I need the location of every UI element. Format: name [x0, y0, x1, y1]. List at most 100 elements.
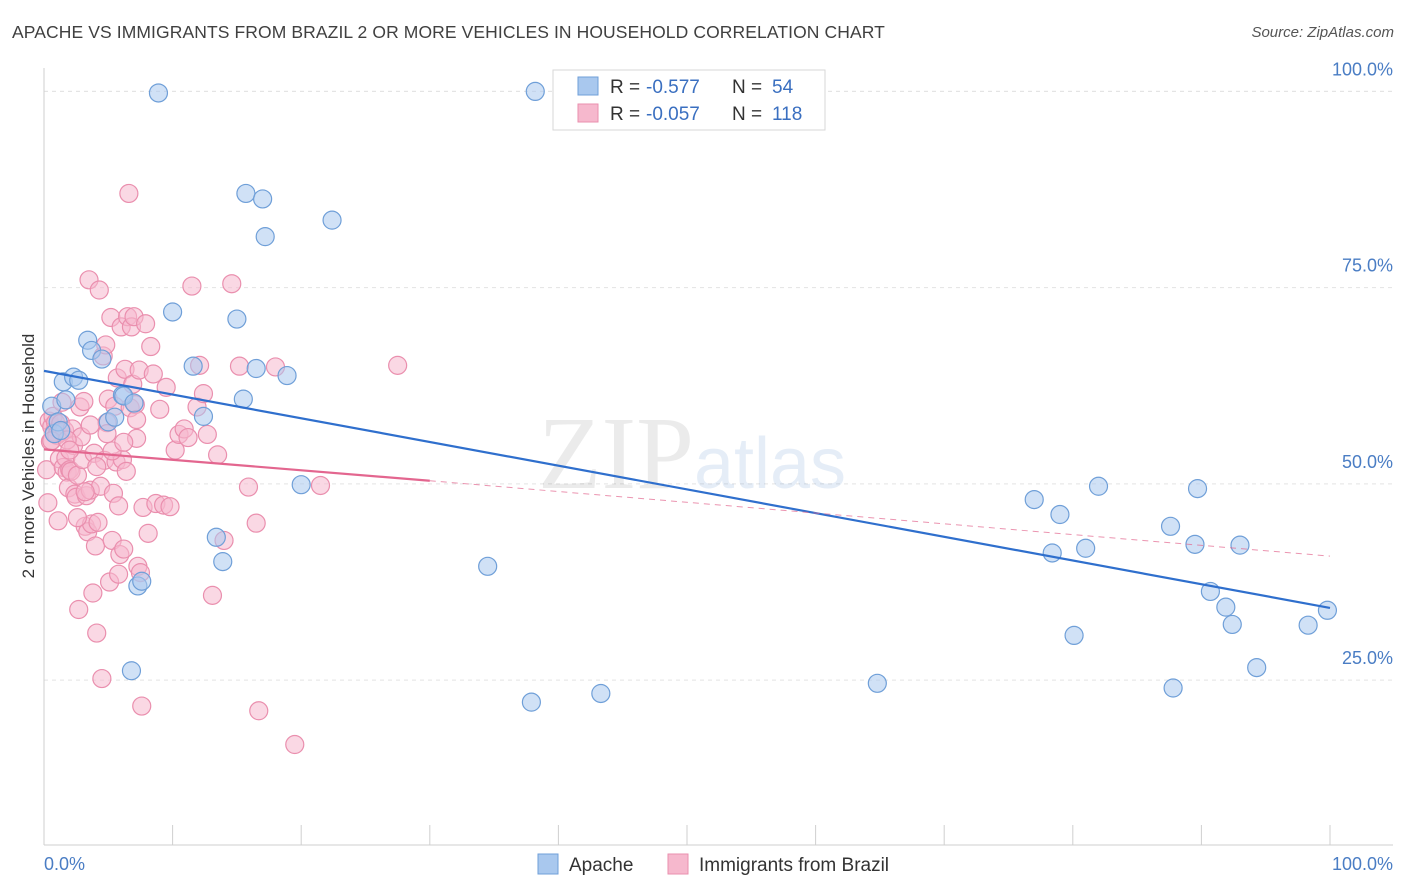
- apache-point: [1042, 543, 1062, 563]
- legend-n-label-2: N =: [732, 104, 762, 125]
- y-tick-labels: 25.0% 50.0% 75.0% 100.0%: [1332, 59, 1393, 668]
- apache-point: [56, 390, 76, 410]
- apache-point: [206, 527, 226, 547]
- brazil-point: [285, 734, 305, 755]
- legend-n-brazil: 118: [772, 104, 802, 125]
- apache-point: [193, 406, 214, 426]
- apache-point: [277, 365, 297, 386]
- bottom-legend-brazil-swatch: [667, 853, 689, 875]
- apache-point: [1230, 535, 1250, 555]
- series-legend: Apache Immigrants from Brazil: [537, 853, 889, 876]
- trend-lines: [43, 369, 1331, 610]
- brazil-point: [83, 583, 103, 603]
- brazil-point: [141, 336, 161, 357]
- x-tick-labels: 0.0% 100.0%: [44, 854, 1393, 874]
- chart-title: APACHE VS IMMIGRANTS FROM BRAZIL 2 OR MO…: [12, 22, 885, 42]
- apache-point: [51, 420, 71, 441]
- source-label: Source: ZipAtlas.com: [1251, 24, 1394, 41]
- apache-point: [1187, 479, 1208, 499]
- apache-point: [1247, 657, 1267, 678]
- apache-point: [69, 370, 89, 390]
- brazil-point: [114, 539, 134, 559]
- brazil-point: [246, 513, 266, 533]
- apache-point: [322, 210, 342, 230]
- apache-point: [227, 309, 247, 329]
- y-tick-label: 50.0%: [1342, 452, 1393, 472]
- apache-point: [253, 189, 273, 209]
- brazil-point: [114, 432, 134, 452]
- brazil-point: [143, 364, 163, 384]
- brazil-point: [69, 599, 89, 620]
- legend-apache-swatch: [577, 76, 599, 96]
- y-tick-label: 100.0%: [1332, 59, 1393, 79]
- brazil-point: [108, 496, 129, 516]
- apache-point: [478, 556, 498, 576]
- y-axis-label: 2 or more Vehicles in Household: [19, 334, 38, 579]
- apache-point: [1298, 615, 1318, 635]
- apache-point: [1216, 597, 1236, 617]
- brazil-point: [238, 477, 259, 497]
- apache-point: [521, 692, 541, 712]
- bottom-legend-apache-swatch: [537, 853, 559, 875]
- watermark-atlas: atlas: [694, 424, 846, 504]
- bottom-legend-apache: Apache: [569, 855, 633, 876]
- brazil-point: [48, 511, 68, 531]
- apache-point: [132, 571, 152, 591]
- apache-point: [1064, 625, 1084, 646]
- apache-point: [148, 83, 169, 103]
- apache-point: [105, 407, 125, 427]
- brazil-point: [182, 276, 202, 296]
- brazil-point: [178, 427, 198, 448]
- brazil-point: [88, 512, 108, 532]
- brazil-point: [108, 564, 129, 584]
- brazil-point: [116, 461, 136, 481]
- apache-point: [1024, 490, 1044, 510]
- brazil-point: [138, 523, 158, 543]
- apache-point: [525, 81, 545, 102]
- legend-r-apache: -0.577: [646, 77, 700, 98]
- apache-point: [163, 302, 183, 322]
- bottom-legend-brazil: Immigrants from Brazil: [699, 855, 889, 876]
- x-tick-label-min: 0.0%: [44, 854, 85, 874]
- brazil-point: [310, 475, 331, 496]
- apache-point: [867, 673, 887, 693]
- brazil-point: [222, 274, 242, 294]
- legend-n-apache: 54: [772, 77, 794, 98]
- apache-point: [246, 358, 266, 379]
- apache-point: [1317, 600, 1338, 620]
- apache-point: [1160, 516, 1181, 536]
- brazil-point: [75, 482, 95, 502]
- brazil-point: [229, 356, 250, 376]
- apache-point: [1163, 678, 1183, 698]
- brazil-point: [92, 668, 112, 689]
- brazil-point: [197, 424, 217, 445]
- brazil-point: [150, 399, 170, 419]
- brazil-point: [87, 623, 107, 643]
- apache-point: [1050, 504, 1070, 525]
- y-tick-label: 75.0%: [1342, 256, 1393, 276]
- apache-point: [183, 356, 203, 376]
- brazil-point: [132, 696, 152, 716]
- brazil-point: [160, 497, 180, 517]
- x-tick-label-max: 100.0%: [1332, 854, 1393, 874]
- legend-r-label-1: R =: [610, 77, 640, 98]
- apache-point: [1076, 538, 1096, 558]
- brazil-points: [36, 183, 408, 755]
- brazil-point: [126, 409, 147, 430]
- brazil-point: [208, 445, 228, 465]
- apache-point: [124, 393, 144, 413]
- y-tick-label: 25.0%: [1342, 648, 1393, 668]
- apache-point: [213, 552, 233, 572]
- legend-r-label-2: R =: [610, 104, 640, 125]
- apache-point: [1222, 614, 1242, 635]
- apache-point: [92, 349, 112, 369]
- apache-point: [255, 227, 275, 247]
- legend-n-label-1: N =: [732, 77, 762, 98]
- brazil-point: [74, 391, 94, 412]
- brazil-point: [193, 384, 214, 404]
- brazil-point: [202, 585, 223, 605]
- apache-point: [291, 475, 311, 495]
- apache-point: [1088, 476, 1109, 496]
- brazil-point: [38, 493, 58, 513]
